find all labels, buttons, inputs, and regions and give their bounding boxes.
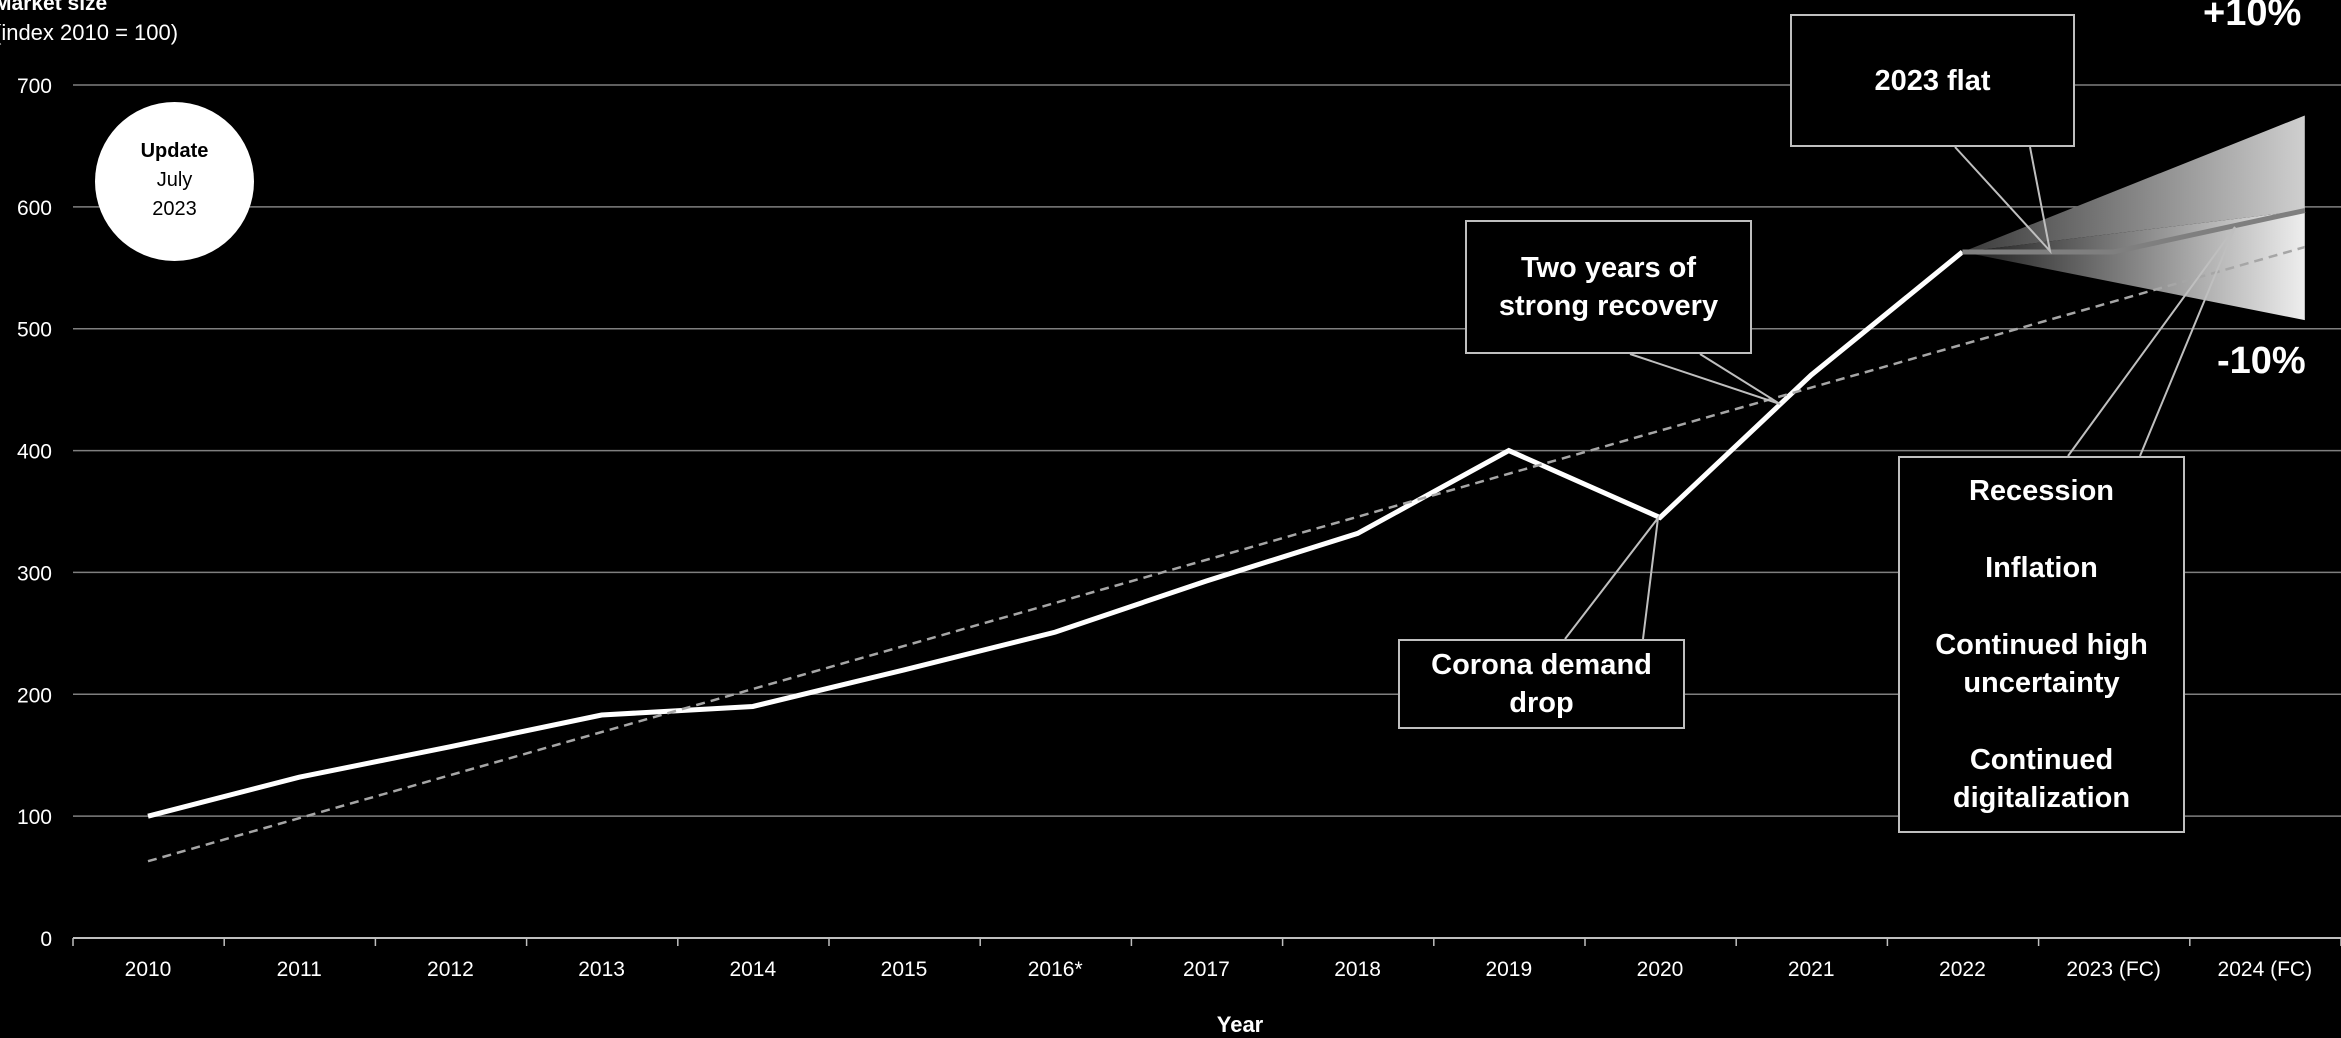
x-tick-label-2011: 2011 (277, 958, 322, 981)
y-tick-label-500: 500 (17, 319, 52, 342)
x-tick-label-2016-: 2016* (1028, 958, 1083, 981)
plus-10-label: +10% (2203, 0, 2301, 35)
callout-recovery-line1: Two years of (1521, 249, 1696, 287)
callout-recovery-line2: strong recovery (1499, 287, 1718, 325)
driver-inflation: Inflation (1900, 549, 2183, 587)
x-tick-label-2024-FC-: 2024 (FC) (2218, 958, 2313, 981)
y-tick-label-100: 100 (17, 806, 52, 829)
leader-2023-flat (1955, 147, 2050, 251)
callout-corona-line1: Corona demand (1431, 646, 1652, 684)
minus-10-label: -10% (2217, 340, 2306, 383)
y-axis-label-line2: (index 2010 = 100) (0, 20, 178, 45)
x-tick-label-2019: 2019 (1485, 958, 1532, 981)
x-axis: 2010 2011 2012 2013 2014 2015 2016* 2017 2018 201… (73, 938, 2341, 981)
x-tick-label-2017: 2017 (1183, 958, 1230, 981)
x-tick-label-2015: 2015 (881, 958, 928, 981)
badge-line-2: July (95, 166, 254, 195)
x-axis-label: Year (1217, 1012, 1264, 1037)
callout-corona: Corona demand drop (1398, 639, 1685, 729)
driver-digitalization-line2: digitalization (1953, 782, 2130, 814)
x-tick-label-2022: 2022 (1939, 958, 1986, 981)
leader-recovery (1630, 354, 1780, 404)
y-tick-label-700: 700 (17, 75, 52, 98)
x-tick-label-2020: 2020 (1637, 958, 1684, 981)
x-tick-label-2012: 2012 (427, 958, 474, 981)
x-tick-label-2010: 2010 (125, 958, 172, 981)
callout-drivers: Recession Inflation Continued high uncer… (1898, 456, 2185, 833)
y-tick-label-200: 200 (17, 684, 52, 707)
x-tick-label-2018: 2018 (1334, 958, 1381, 981)
y-tick-label-300: 300 (17, 562, 52, 585)
y-tick-label-400: 400 (17, 441, 52, 464)
y-axis-label-line1: Market size (0, 0, 107, 15)
callout-2023-flat: 2023 flat (1790, 14, 2075, 147)
leader-corona (1565, 518, 1658, 639)
callout-recovery: Two years of strong recovery (1465, 220, 1752, 354)
y-tick-label-0: 0 (40, 928, 52, 951)
driver-digitalization-line1: Continued (1970, 744, 2113, 776)
x-tick-label-2023-FC-: 2023 (FC) (2066, 958, 2161, 981)
driver-uncertainty-line1: Continued high (1935, 629, 2148, 661)
callout-corona-line2: drop (1509, 684, 1573, 722)
callout-2023-flat-text: 2023 flat (1874, 62, 1990, 100)
badge-line-3: 2023 (95, 195, 254, 224)
driver-uncertainty-line2: uncertainty (1963, 667, 2119, 699)
driver-uncertainty: Continued high uncertainty (1900, 626, 2183, 702)
y-axis-ticks: 0 100 200 300 400 500 600 700 (17, 75, 52, 951)
driver-digitalization: Continued digitalization (1900, 741, 2183, 817)
badge-line-1: Update (95, 137, 254, 166)
x-tick-label-2021: 2021 (1788, 958, 1835, 981)
update-badge: Update July 2023 (95, 102, 254, 261)
y-tick-label-600: 600 (17, 197, 52, 220)
driver-recession: Recession (1900, 472, 2183, 510)
x-tick-label-2013: 2013 (578, 958, 625, 981)
x-tick-label-2014: 2014 (729, 958, 776, 981)
